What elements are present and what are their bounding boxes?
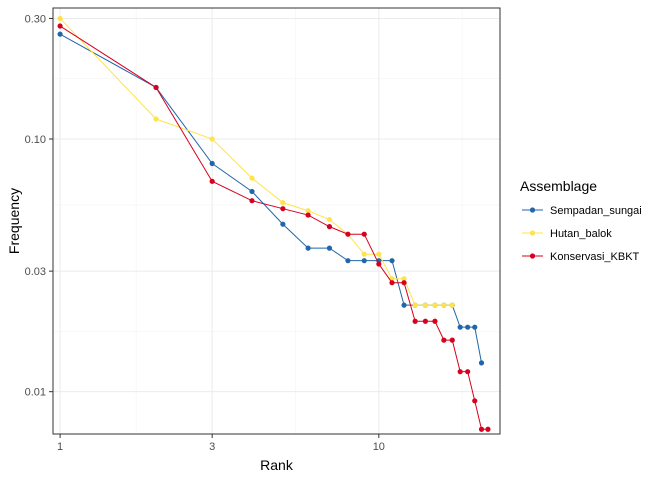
data-point	[305, 208, 311, 214]
data-point	[57, 31, 63, 37]
legend-item: Hutan_balok	[522, 228, 612, 240]
data-point	[389, 280, 395, 286]
data-point	[376, 251, 382, 257]
legend-title: Assemblage	[520, 178, 597, 194]
series-Konservasi_KBKT	[57, 23, 491, 432]
legend-label: Konservasi_KBKT	[550, 251, 640, 263]
y-tick-label: 0.03	[25, 266, 46, 278]
data-point	[457, 369, 463, 375]
data-point	[361, 258, 367, 264]
data-point	[441, 337, 447, 343]
minor-gridlines	[53, 8, 500, 434]
data-point	[478, 360, 485, 366]
data-point	[441, 302, 447, 308]
y-axis-title: Frequency	[6, 188, 22, 254]
data-point	[485, 426, 491, 432]
data-point	[249, 188, 255, 195]
series-layer	[57, 15, 491, 432]
data-point	[376, 261, 382, 267]
data-point	[449, 337, 455, 343]
y-tick-label: 0.01	[25, 387, 46, 399]
data-point	[432, 318, 438, 324]
legend-label: Sempadan_sungai	[550, 205, 642, 217]
data-point	[57, 23, 63, 29]
data-point	[389, 258, 395, 264]
legend-item: Konservasi_KBKT	[522, 251, 640, 263]
x-axis-ticks: 1 3 10	[57, 434, 385, 453]
data-point	[449, 302, 455, 308]
data-point	[249, 175, 255, 181]
data-point	[57, 15, 63, 22]
legend: Assemblage Sempadan_sungai Hutan_balok Kon…	[520, 178, 642, 263]
data-point	[326, 224, 333, 230]
legend-key-point	[529, 230, 536, 236]
y-axis-ticks: 0.01 0.03 0.10 0.30	[25, 13, 53, 399]
data-point	[326, 245, 333, 251]
data-point	[153, 116, 159, 122]
x-tick-label: 3	[209, 441, 215, 453]
data-point	[280, 206, 286, 212]
data-point	[412, 318, 418, 324]
x-tick-label: 10	[373, 441, 385, 453]
data-point	[401, 276, 407, 282]
series-line	[59, 25, 488, 430]
data-point	[412, 302, 418, 308]
data-point	[209, 178, 215, 184]
data-point	[472, 324, 478, 330]
data-point	[422, 318, 428, 324]
data-point	[153, 84, 159, 91]
data-point	[326, 216, 333, 223]
x-axis-title: Rank	[260, 457, 294, 473]
data-point	[209, 136, 215, 142]
data-point	[472, 398, 478, 404]
data-point	[432, 302, 438, 308]
y-tick-label: 0.10	[25, 134, 46, 146]
data-point	[280, 200, 286, 206]
legend-key-point	[529, 253, 536, 259]
data-point	[401, 302, 407, 308]
data-point	[305, 212, 311, 218]
data-point	[401, 280, 407, 286]
data-point	[345, 231, 351, 237]
legend-item: Sempadan_sungai	[522, 205, 642, 217]
data-point	[305, 245, 311, 251]
y-tick-label: 0.30	[25, 13, 46, 25]
series-Hutan_balok	[57, 15, 455, 308]
data-point	[361, 251, 367, 257]
data-point	[465, 369, 471, 375]
data-point	[249, 198, 255, 204]
data-point	[422, 302, 428, 308]
data-point	[457, 324, 463, 330]
data-point	[345, 258, 351, 264]
data-point	[465, 324, 471, 330]
data-point	[361, 231, 367, 237]
x-tick-label: 1	[57, 441, 63, 453]
major-gridlines	[53, 8, 500, 434]
data-point	[478, 426, 485, 432]
data-point	[209, 160, 215, 167]
legend-key-point	[529, 207, 536, 213]
legend-label: Hutan_balok	[550, 228, 612, 240]
data-point	[280, 221, 286, 227]
panel-border	[52, 7, 501, 435]
